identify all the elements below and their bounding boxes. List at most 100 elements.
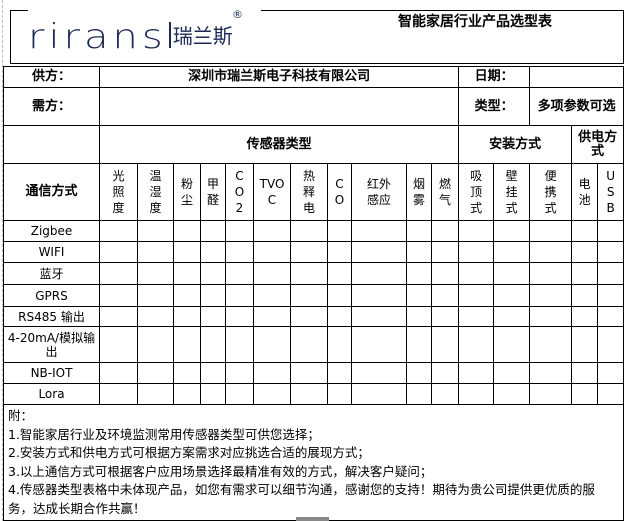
selection-cell[interactable]	[253, 220, 291, 242]
selection-cell[interactable]	[529, 220, 573, 242]
selection-cell[interactable]	[327, 241, 352, 263]
supplier-value[interactable]: 深圳市瑞兰斯电子科技有限公司	[98, 66, 460, 88]
selection-cell[interactable]	[430, 326, 460, 363]
selection-cell[interactable]	[493, 306, 531, 327]
selection-cell[interactable]	[430, 362, 460, 384]
selection-cell[interactable]	[430, 284, 460, 307]
buyer-value[interactable]	[98, 87, 460, 126]
selection-cell[interactable]	[290, 306, 328, 327]
selection-cell[interactable]	[173, 362, 201, 384]
selection-cell[interactable]	[253, 326, 291, 363]
selection-cell[interactable]	[137, 284, 174, 307]
selection-cell[interactable]	[351, 362, 407, 384]
selection-cell[interactable]	[406, 220, 432, 242]
selection-cell[interactable]	[351, 284, 407, 307]
selection-cell[interactable]	[430, 383, 460, 405]
selection-cell[interactable]	[225, 220, 254, 242]
selection-cell[interactable]	[597, 383, 624, 405]
selection-cell[interactable]	[225, 241, 254, 263]
selection-cell[interactable]	[430, 241, 460, 263]
selection-cell[interactable]	[597, 284, 624, 307]
selection-cell[interactable]	[597, 262, 624, 285]
selection-cell[interactable]	[327, 306, 352, 327]
selection-cell[interactable]	[430, 306, 460, 327]
selection-cell[interactable]	[99, 284, 138, 307]
date-value[interactable]	[529, 66, 624, 88]
selection-cell[interactable]	[200, 241, 226, 263]
selection-cell[interactable]	[458, 383, 495, 405]
selection-cell[interactable]	[430, 220, 460, 242]
selection-cell[interactable]	[493, 262, 531, 285]
selection-cell[interactable]	[225, 284, 254, 307]
selection-cell[interactable]	[253, 362, 291, 384]
selection-cell[interactable]	[529, 362, 573, 384]
selection-cell[interactable]	[327, 262, 352, 285]
selection-cell[interactable]	[351, 262, 407, 285]
selection-cell[interactable]	[290, 262, 328, 285]
selection-cell[interactable]	[529, 326, 573, 363]
selection-cell[interactable]	[493, 362, 531, 384]
selection-cell[interactable]	[597, 326, 624, 363]
selection-cell[interactable]	[225, 362, 254, 384]
selection-cell[interactable]	[173, 262, 201, 285]
selection-cell[interactable]	[225, 306, 254, 327]
selection-cell[interactable]	[173, 241, 201, 263]
selection-cell[interactable]	[406, 306, 432, 327]
selection-cell[interactable]	[458, 284, 495, 307]
selection-cell[interactable]	[406, 241, 432, 263]
selection-cell[interactable]	[571, 306, 599, 327]
selection-cell[interactable]	[406, 383, 432, 405]
selection-cell[interactable]	[200, 326, 226, 363]
selection-cell[interactable]	[458, 262, 495, 285]
selection-cell[interactable]	[200, 262, 226, 285]
selection-cell[interactable]	[327, 383, 352, 405]
selection-cell[interactable]	[253, 262, 291, 285]
selection-cell[interactable]	[290, 326, 328, 363]
selection-cell[interactable]	[99, 262, 138, 285]
selection-cell[interactable]	[493, 326, 531, 363]
selection-cell[interactable]	[173, 326, 201, 363]
selection-cell[interactable]	[290, 383, 328, 405]
selection-cell[interactable]	[137, 362, 174, 384]
selection-cell[interactable]	[200, 220, 226, 242]
selection-cell[interactable]	[253, 284, 291, 307]
selection-cell[interactable]	[253, 306, 291, 327]
selection-cell[interactable]	[458, 241, 495, 263]
selection-cell[interactable]	[406, 326, 432, 363]
selection-cell[interactable]	[137, 326, 174, 363]
selection-cell[interactable]	[290, 362, 328, 384]
selection-cell[interactable]	[406, 284, 432, 307]
selection-cell[interactable]	[571, 262, 599, 285]
selection-cell[interactable]	[406, 362, 432, 384]
selection-cell[interactable]	[200, 383, 226, 405]
selection-cell[interactable]	[99, 362, 138, 384]
selection-cell[interactable]	[173, 306, 201, 327]
selection-cell[interactable]	[137, 241, 174, 263]
selection-cell[interactable]	[351, 306, 407, 327]
selection-cell[interactable]	[351, 220, 407, 242]
selection-cell[interactable]	[430, 262, 460, 285]
selection-cell[interactable]	[253, 241, 291, 263]
selection-cell[interactable]	[458, 326, 495, 363]
selection-cell[interactable]	[351, 383, 407, 405]
selection-cell[interactable]	[173, 383, 201, 405]
selection-cell[interactable]	[225, 383, 254, 405]
selection-cell[interactable]	[529, 383, 573, 405]
selection-cell[interactable]	[225, 262, 254, 285]
selection-cell[interactable]	[99, 241, 138, 263]
selection-cell[interactable]	[137, 220, 174, 242]
selection-cell[interactable]	[173, 284, 201, 307]
selection-cell[interactable]	[597, 362, 624, 384]
selection-cell[interactable]	[493, 220, 531, 242]
selection-cell[interactable]	[571, 362, 599, 384]
selection-cell[interactable]	[225, 326, 254, 363]
selection-cell[interactable]	[406, 262, 432, 285]
selection-cell[interactable]	[253, 383, 291, 405]
selection-cell[interactable]	[529, 262, 573, 285]
selection-cell[interactable]	[571, 284, 599, 307]
selection-cell[interactable]	[458, 362, 495, 384]
selection-cell[interactable]	[327, 220, 352, 242]
selection-cell[interactable]	[173, 220, 201, 242]
selection-cell[interactable]	[200, 362, 226, 384]
selection-cell[interactable]	[351, 326, 407, 363]
